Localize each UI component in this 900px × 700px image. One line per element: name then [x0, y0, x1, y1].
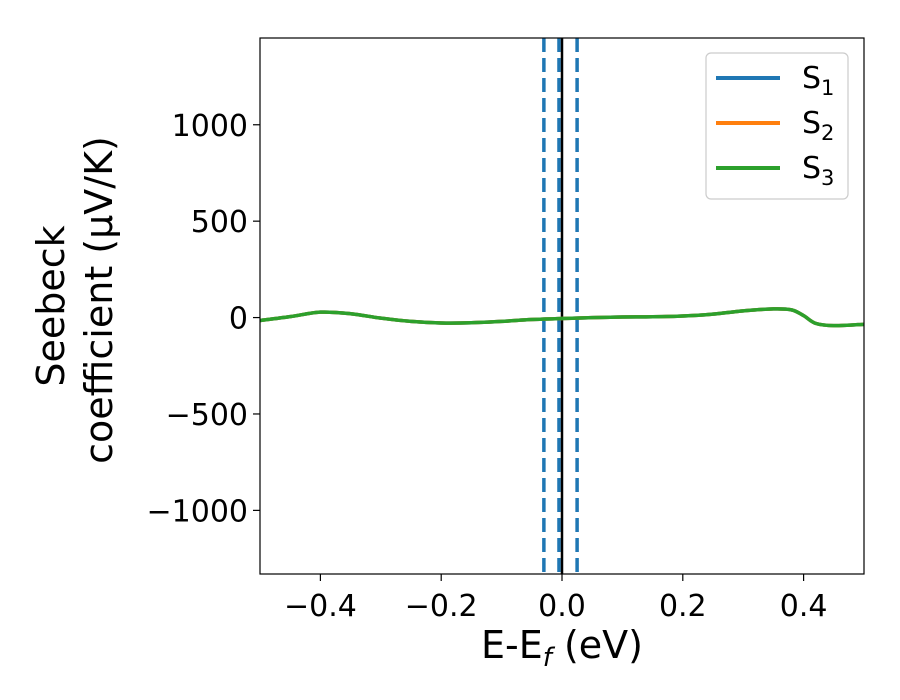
x-axis-label: E-Ef (eV)	[481, 623, 643, 673]
y-axis: −1000 −500 0 500 1000	[147, 109, 260, 529]
x-axis: −0.4 −0.2 0.0 0.2 0.4	[284, 574, 827, 624]
y-tick-label: −1000	[147, 494, 248, 529]
legend-label-s1: S1	[802, 61, 834, 100]
y-axis-label-line2: coefficient (μV/K)	[77, 136, 121, 464]
x-tick-label: 0.4	[780, 589, 828, 624]
legend-label-s2: S2	[802, 106, 834, 145]
series-lines	[260, 307, 864, 328]
y-tick-label: −500	[166, 398, 248, 433]
legend-frame	[705, 52, 849, 200]
x-tick-label: 0.2	[659, 589, 707, 624]
x-tick-label: −0.4	[284, 589, 357, 624]
y-tick-label: 500	[191, 205, 248, 240]
y-tick-label: 1000	[172, 109, 248, 144]
y-axis-label-line1: Seebeck	[29, 225, 73, 386]
x-axis-label-unit: (eV)	[552, 623, 643, 667]
y-tick-label: 0	[229, 302, 248, 337]
legend-label-s3: S3	[802, 151, 834, 190]
series-line-s3	[260, 307, 864, 328]
x-tick-label: 0.0	[538, 589, 586, 624]
reference-lines	[542, 38, 579, 574]
x-tick-label: −0.2	[405, 589, 478, 624]
legend: S1 S2 S3	[705, 52, 849, 200]
